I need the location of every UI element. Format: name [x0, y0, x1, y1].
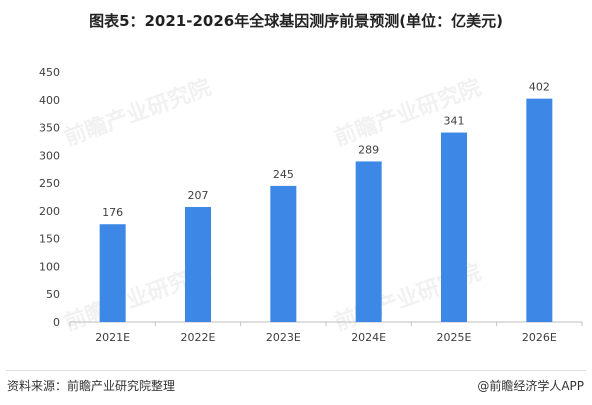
- credit-note: @前瞻经济学人APP: [477, 379, 584, 393]
- data-label: 289: [358, 143, 379, 156]
- x-tick-label: 2023E: [266, 331, 301, 344]
- bar: [441, 132, 467, 322]
- chart-title: 图表5：2021-2026年全球基因测序前景预测(单位：亿美元): [89, 12, 503, 30]
- x-axis: 2021E 2022E 2023E 2024E 2025E 2026E: [69, 322, 583, 344]
- y-axis: 0 50 100 150 200 250 300 350 400 450: [39, 66, 60, 329]
- y-tick-label: 250: [39, 177, 60, 190]
- y-tick-label: 150: [39, 233, 60, 246]
- data-label: 207: [188, 189, 209, 202]
- x-tick-label: 2021E: [95, 331, 130, 344]
- footer-divider: [6, 370, 586, 371]
- y-tick-label: 400: [39, 94, 60, 107]
- y-tick-label: 200: [39, 205, 60, 218]
- bar: [526, 98, 553, 323]
- bar: [270, 185, 297, 322]
- bar: [185, 207, 211, 322]
- x-tick-label: 2022E: [181, 331, 216, 344]
- data-label: 176: [102, 206, 123, 219]
- y-tick-label: 350: [39, 122, 60, 135]
- data-label: 245: [273, 168, 294, 181]
- data-label: 402: [529, 81, 550, 94]
- y-tick-label: 50: [46, 288, 60, 301]
- source-note: 资料来源：前瞻产业研究院整理: [7, 379, 176, 393]
- x-tick-label: 2024E: [351, 331, 386, 344]
- bar: [99, 224, 126, 322]
- bars: 176 207 245 289 341 402: [99, 81, 553, 323]
- y-tick-label: 0: [53, 316, 60, 329]
- y-tick-label: 100: [39, 260, 60, 273]
- y-tick-label: 450: [39, 66, 60, 79]
- bar: [355, 161, 382, 322]
- x-tick-label: 2025E: [437, 331, 472, 344]
- x-tick-label: 2026E: [522, 331, 557, 344]
- data-label: 341: [444, 115, 465, 128]
- y-tick-label: 300: [39, 149, 60, 162]
- bar-chart: 0 50 100 150 200 250 300 350 400 450 176 207 245 289…: [39, 66, 583, 344]
